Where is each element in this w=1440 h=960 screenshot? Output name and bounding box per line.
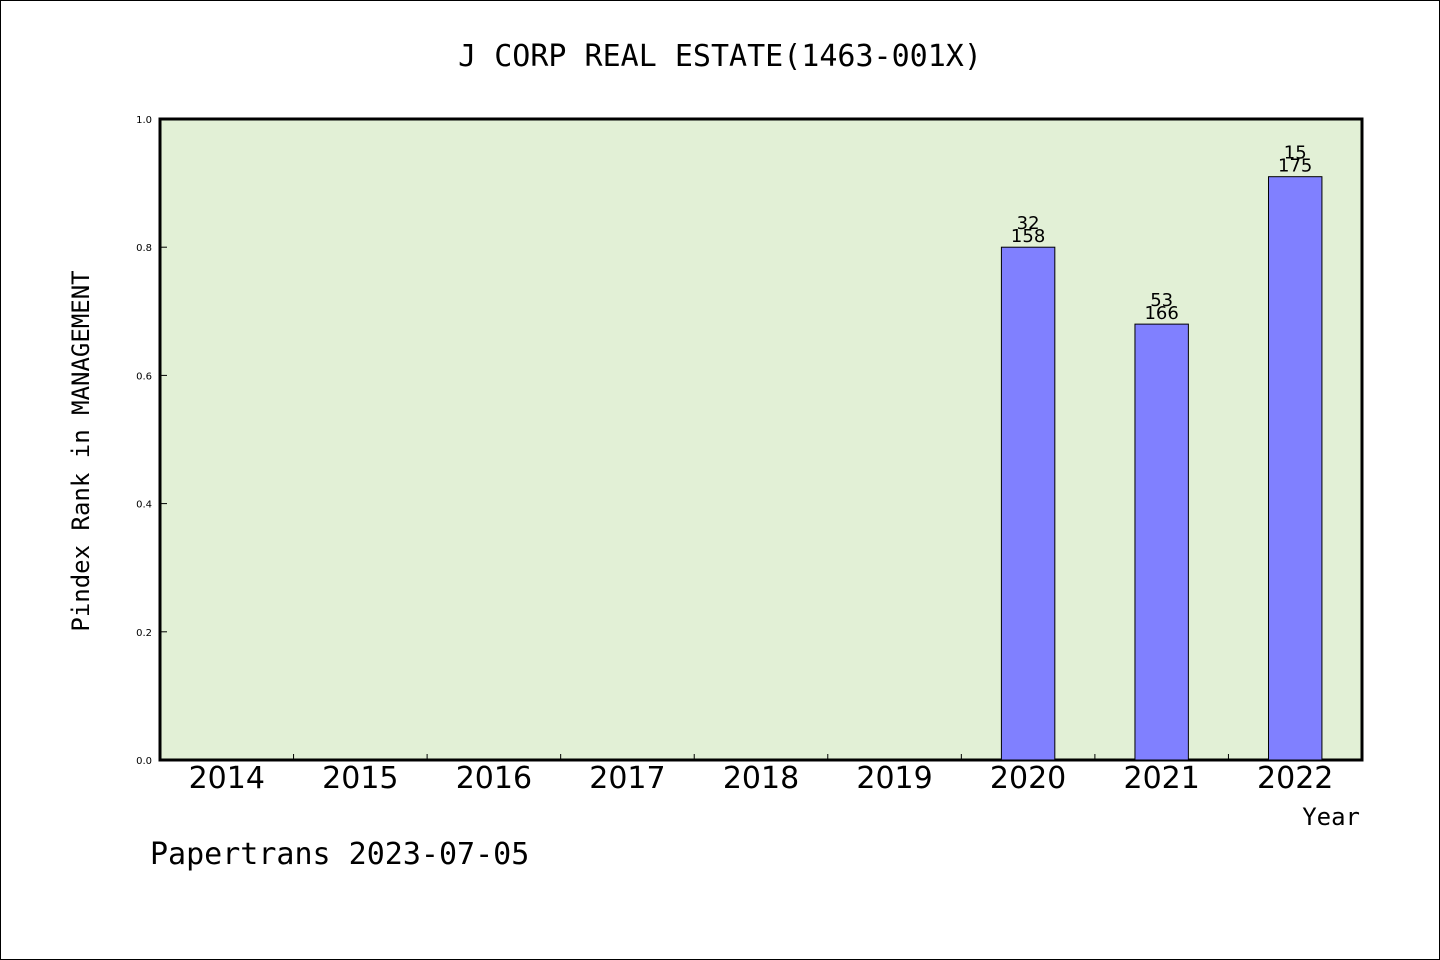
y-tick-label: 0.4 xyxy=(136,500,152,511)
bar-label-bottom: 158 xyxy=(1011,226,1045,247)
x-tick-label: 2018 xyxy=(723,761,799,796)
y-axis-label: Pindex Rank in MANAGEMENT xyxy=(67,270,95,631)
x-tick-label: 2020 xyxy=(990,761,1066,796)
y-tick-label: 0.6 xyxy=(136,371,152,382)
y-tick-label: 0.8 xyxy=(136,243,152,254)
x-tick-label: 2015 xyxy=(322,761,398,796)
y-tick-label: 0.0 xyxy=(136,756,152,767)
chart-title: J CORP REAL ESTATE(1463-001X) xyxy=(458,39,982,74)
y-tick-label: 1.0 xyxy=(136,115,152,126)
x-tick-label: 2014 xyxy=(189,761,265,796)
bar xyxy=(1134,323,1189,761)
bar-label-bottom: 166 xyxy=(1144,303,1178,324)
bar-label-top: 32 xyxy=(1017,213,1040,234)
bar xyxy=(1000,246,1056,761)
bar-label-top: 53 xyxy=(1150,290,1173,311)
bar-label-top: 15 xyxy=(1284,143,1307,164)
x-tick-label: 2022 xyxy=(1257,761,1333,796)
x-axis-label: Year xyxy=(1302,803,1360,831)
y-axis: 0.0 0.2 0.4 0.6 0.8 1.0 xyxy=(136,115,167,767)
x-tick-label: 2021 xyxy=(1123,761,1199,796)
y-tick-label: 0.2 xyxy=(136,628,152,639)
footer-text: Papertrans 2023-07-05 xyxy=(150,837,529,872)
bar-label-bottom: 175 xyxy=(1278,156,1312,177)
x-axis: 2014 2015 2016 2017 2018 2019 2020 2021 2022 xyxy=(189,754,1333,796)
bar xyxy=(1268,176,1323,761)
x-tick-label: 2016 xyxy=(456,761,532,796)
x-tick-label: 2019 xyxy=(856,761,932,796)
x-tick-label: 2017 xyxy=(589,761,665,796)
